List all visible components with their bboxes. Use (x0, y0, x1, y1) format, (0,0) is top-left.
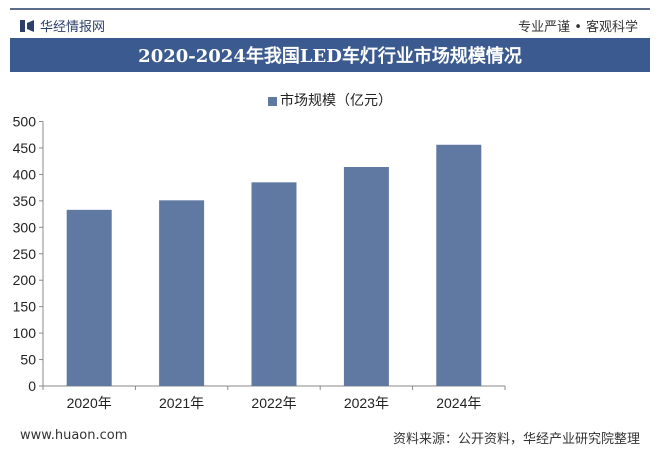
x-tick-label: 2023年 (344, 395, 389, 411)
x-tick-label: 2020年 (67, 395, 112, 411)
legend-label: 市场规模（亿元） (280, 93, 392, 109)
chart-title: 2020-2024年我国LED车灯行业市场规模情况 (10, 38, 650, 72)
slogan: 专业严谨 • 客观科学 (518, 20, 638, 35)
brand: 华经情报网 (20, 16, 105, 35)
y-tick-label: 250 (13, 246, 37, 262)
y-tick-label: 0 (28, 378, 36, 394)
y-tick-label: 400 (13, 166, 37, 182)
x-tick-label: 2021年 (159, 395, 204, 411)
top-divider (10, 8, 650, 10)
source-note: 资料来源：公开资料，华经产业研究院整理 (392, 432, 640, 447)
y-tick-label: 100 (13, 325, 37, 341)
legend-swatch (268, 96, 277, 106)
y-tick-label: 300 (13, 219, 37, 235)
bar-2024年 (436, 144, 482, 386)
x-tick-label: 2022年 (251, 395, 296, 411)
brand-logo-icon (20, 19, 34, 32)
y-tick-label: 150 (13, 299, 37, 315)
bar-2020年 (66, 209, 112, 386)
bar-2023年 (343, 166, 389, 386)
y-tick-label: 50 (20, 352, 36, 368)
y-tick-label: 200 (13, 272, 37, 288)
y-tick-label: 450 (13, 140, 37, 156)
y-tick-label: 350 (13, 193, 37, 209)
x-tick-label: 2024年 (436, 395, 481, 411)
y-tick-label: 500 (13, 114, 37, 130)
bar-2021年 (159, 200, 205, 386)
brand-name: 华经情报网 (40, 20, 106, 35)
website: www.huaon.com (20, 428, 128, 443)
bar-2022年 (251, 182, 297, 386)
legend: 市场规模（亿元） (0, 90, 660, 110)
